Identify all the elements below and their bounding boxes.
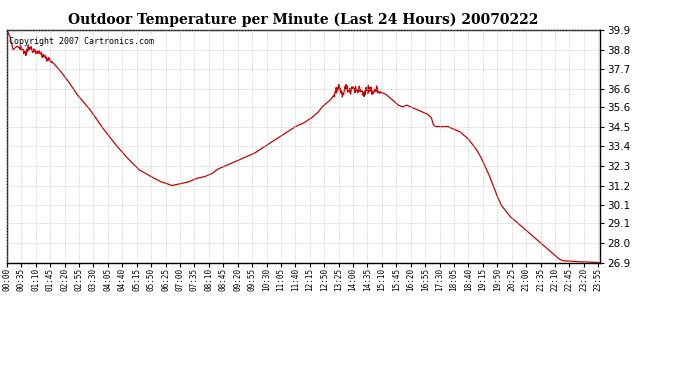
Text: Copyright 2007 Cartronics.com: Copyright 2007 Cartronics.com (9, 37, 154, 46)
Title: Outdoor Temperature per Minute (Last 24 Hours) 20070222: Outdoor Temperature per Minute (Last 24 … (68, 13, 539, 27)
